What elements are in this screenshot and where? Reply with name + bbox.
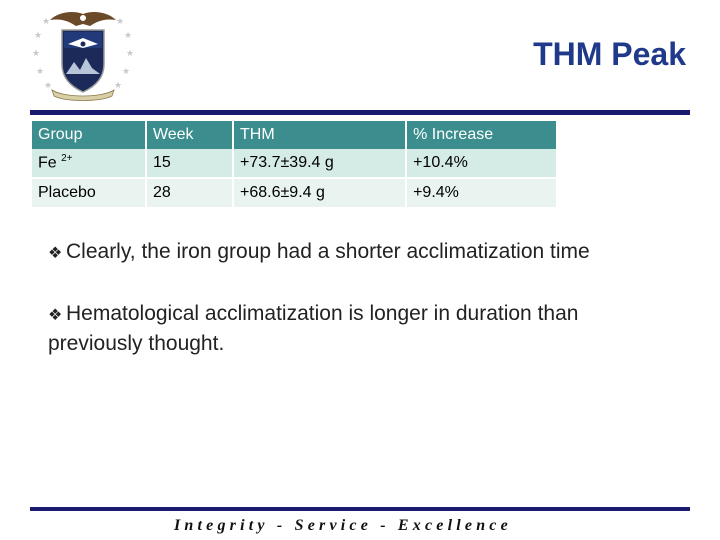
- svg-text:★: ★: [124, 30, 132, 40]
- svg-text:★: ★: [42, 16, 50, 26]
- footer-motto: Integrity - Service - Excellence: [174, 517, 512, 534]
- bullet-text: Hematological acclimatization is longer …: [48, 302, 579, 355]
- column-header-increase: % Increase: [407, 121, 556, 149]
- cell-thm: +68.6±9.4 g: [234, 179, 406, 207]
- svg-text:★: ★: [114, 80, 122, 90]
- header-divider: [30, 110, 690, 115]
- cell-increase: +9.4%: [407, 179, 556, 207]
- svg-text:★: ★: [34, 30, 42, 40]
- cell-increase: +10.4%: [407, 149, 556, 179]
- bullet-list: ❖ Clearly, the iron group had a shorter a…: [48, 238, 608, 390]
- svg-text:★: ★: [32, 48, 40, 58]
- bullet-text: Clearly, the iron group had a shorter ac…: [66, 240, 590, 263]
- svg-text:★: ★: [116, 16, 124, 26]
- cell-group: Placebo: [32, 179, 145, 207]
- cell-group: Fe 2+: [32, 149, 145, 179]
- column-header-thm: THM: [234, 121, 406, 149]
- table-header-row: Group Week THM % Increase: [32, 121, 556, 149]
- column-header-week: Week: [146, 121, 233, 149]
- bullet-item: ❖ Hematological acclimatization is longer…: [48, 300, 608, 358]
- table-row: Fe 2+ 15 +73.7±39.4 g +10.4%: [32, 149, 556, 179]
- diamond-bullet-icon: ❖: [48, 307, 63, 324]
- svg-text:★: ★: [122, 66, 130, 76]
- cell-week: 15: [146, 149, 233, 179]
- cell-week: 28: [146, 179, 233, 207]
- thm-peak-table: Group Week THM % Increase Fe 2+ 15 +73.7…: [30, 121, 558, 207]
- svg-text:★: ★: [44, 80, 52, 90]
- slide-title: THM Peak: [533, 36, 686, 72]
- footer-divider: [30, 507, 690, 511]
- column-header-group: Group: [32, 121, 145, 149]
- svg-text:★: ★: [126, 48, 134, 58]
- air-force-academy-seal-icon: ★ ★ ★ ★ ★ ★ ★ ★ ★ ★: [28, 8, 138, 104]
- group-superscript: 2+: [61, 153, 73, 165]
- cell-thm: +73.7±39.4 g: [234, 149, 406, 179]
- svg-text:★: ★: [36, 66, 44, 76]
- diamond-bullet-icon: ❖: [48, 245, 63, 262]
- bullet-item: ❖ Clearly, the iron group had a shorter a…: [48, 238, 608, 268]
- table-row: Placebo 28 +68.6±9.4 g +9.4%: [32, 179, 556, 207]
- group-name: Placebo: [38, 184, 96, 201]
- group-name: Fe: [38, 154, 57, 172]
